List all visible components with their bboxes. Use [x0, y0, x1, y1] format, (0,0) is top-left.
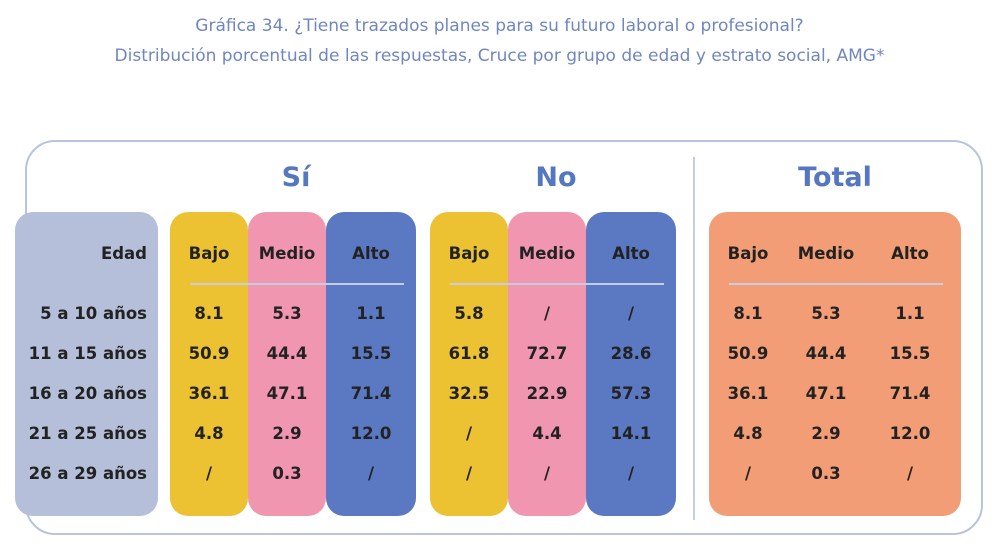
table-cell: /: [543, 304, 551, 323]
table-cell: /: [367, 464, 375, 483]
column-header: Alto: [612, 244, 650, 263]
table-cell: 72.7: [526, 344, 568, 363]
table-cell: /: [627, 464, 635, 483]
table-cell: 2.9: [272, 424, 302, 443]
table-cell: 36.1: [188, 384, 230, 403]
table-cell: /: [205, 464, 213, 483]
edad-header: Edad: [100, 244, 147, 263]
table-cell: 4.8: [733, 424, 763, 443]
table-cell: 8.1: [194, 304, 224, 323]
table-cell: /: [465, 424, 473, 443]
table-cell: 44.4: [266, 344, 308, 363]
table-cell: 12.0: [350, 424, 392, 443]
table-cell: /: [543, 464, 551, 483]
column-header: Medio: [518, 244, 576, 263]
table-cell: 4.8: [194, 424, 224, 443]
column-header: Bajo: [188, 244, 230, 263]
table-cell: 1.1: [895, 304, 925, 323]
column-header: Medio: [258, 244, 316, 263]
table-cell: 36.1: [727, 384, 769, 403]
table-cell: 0.3: [811, 464, 841, 483]
table-cell: 57.3: [610, 384, 652, 403]
table-cell: 8.1: [733, 304, 763, 323]
row-label: 11 a 15 años: [28, 344, 147, 363]
table-cell: 15.5: [889, 344, 931, 363]
column-alto: [586, 212, 676, 516]
table-cell: 1.1: [356, 304, 386, 323]
table-cell: 71.4: [889, 384, 931, 403]
column-header: Bajo: [448, 244, 490, 263]
table-cell: 71.4: [350, 384, 392, 403]
group-title: Sí: [281, 162, 311, 193]
header-rule: [450, 283, 664, 285]
column-medio: [248, 212, 326, 516]
group-title: No: [535, 162, 577, 193]
table-cell: 4.4: [532, 424, 562, 443]
table-cell: 14.1: [610, 424, 652, 443]
table-cell: 5.3: [272, 304, 302, 323]
table-cell: 32.5: [448, 384, 490, 403]
chart-title: Gráfica 34. ¿Tiene trazados planes para …: [195, 16, 804, 36]
row-label: 26 a 29 años: [28, 464, 147, 483]
table-cell: 47.1: [266, 384, 308, 403]
row-label: 16 a 20 años: [28, 384, 147, 403]
column-header: Alto: [352, 244, 390, 263]
table-cell: 50.9: [727, 344, 769, 363]
edad-column: [15, 212, 158, 516]
chart-subtitle: Distribución porcentual de las respuesta…: [114, 46, 885, 66]
column-header: Bajo: [727, 244, 769, 263]
table-cell: 0.3: [272, 464, 302, 483]
column-alto: [326, 212, 416, 516]
table-cell: 28.6: [610, 344, 652, 363]
column-header: Medio: [797, 244, 855, 263]
table-cell: 5.8: [454, 304, 484, 323]
table-cell: 61.8: [448, 344, 490, 363]
table-cell: 5.3: [811, 304, 841, 323]
header-rule: [729, 283, 943, 285]
total-column-block: [709, 212, 961, 516]
table-cell: 2.9: [811, 424, 841, 443]
table-cell: 15.5: [350, 344, 392, 363]
column-bajo: [170, 212, 248, 516]
table-cell: 44.4: [805, 344, 847, 363]
column-header: Alto: [891, 244, 929, 263]
table-cell: /: [627, 304, 635, 323]
header-rule: [190, 283, 404, 285]
table-cell: 47.1: [805, 384, 847, 403]
table-cell: /: [906, 464, 914, 483]
row-label: 21 a 25 años: [28, 424, 147, 443]
table-cell: 50.9: [188, 344, 230, 363]
group-title: Total: [798, 162, 872, 193]
table-cell: 12.0: [889, 424, 931, 443]
table-cell: /: [744, 464, 752, 483]
table-cell: 22.9: [526, 384, 568, 403]
column-bajo: [430, 212, 508, 516]
table-cell: /: [465, 464, 473, 483]
total-divider: [693, 157, 695, 520]
row-label: 5 a 10 años: [40, 304, 147, 323]
column-medio: [508, 212, 586, 516]
